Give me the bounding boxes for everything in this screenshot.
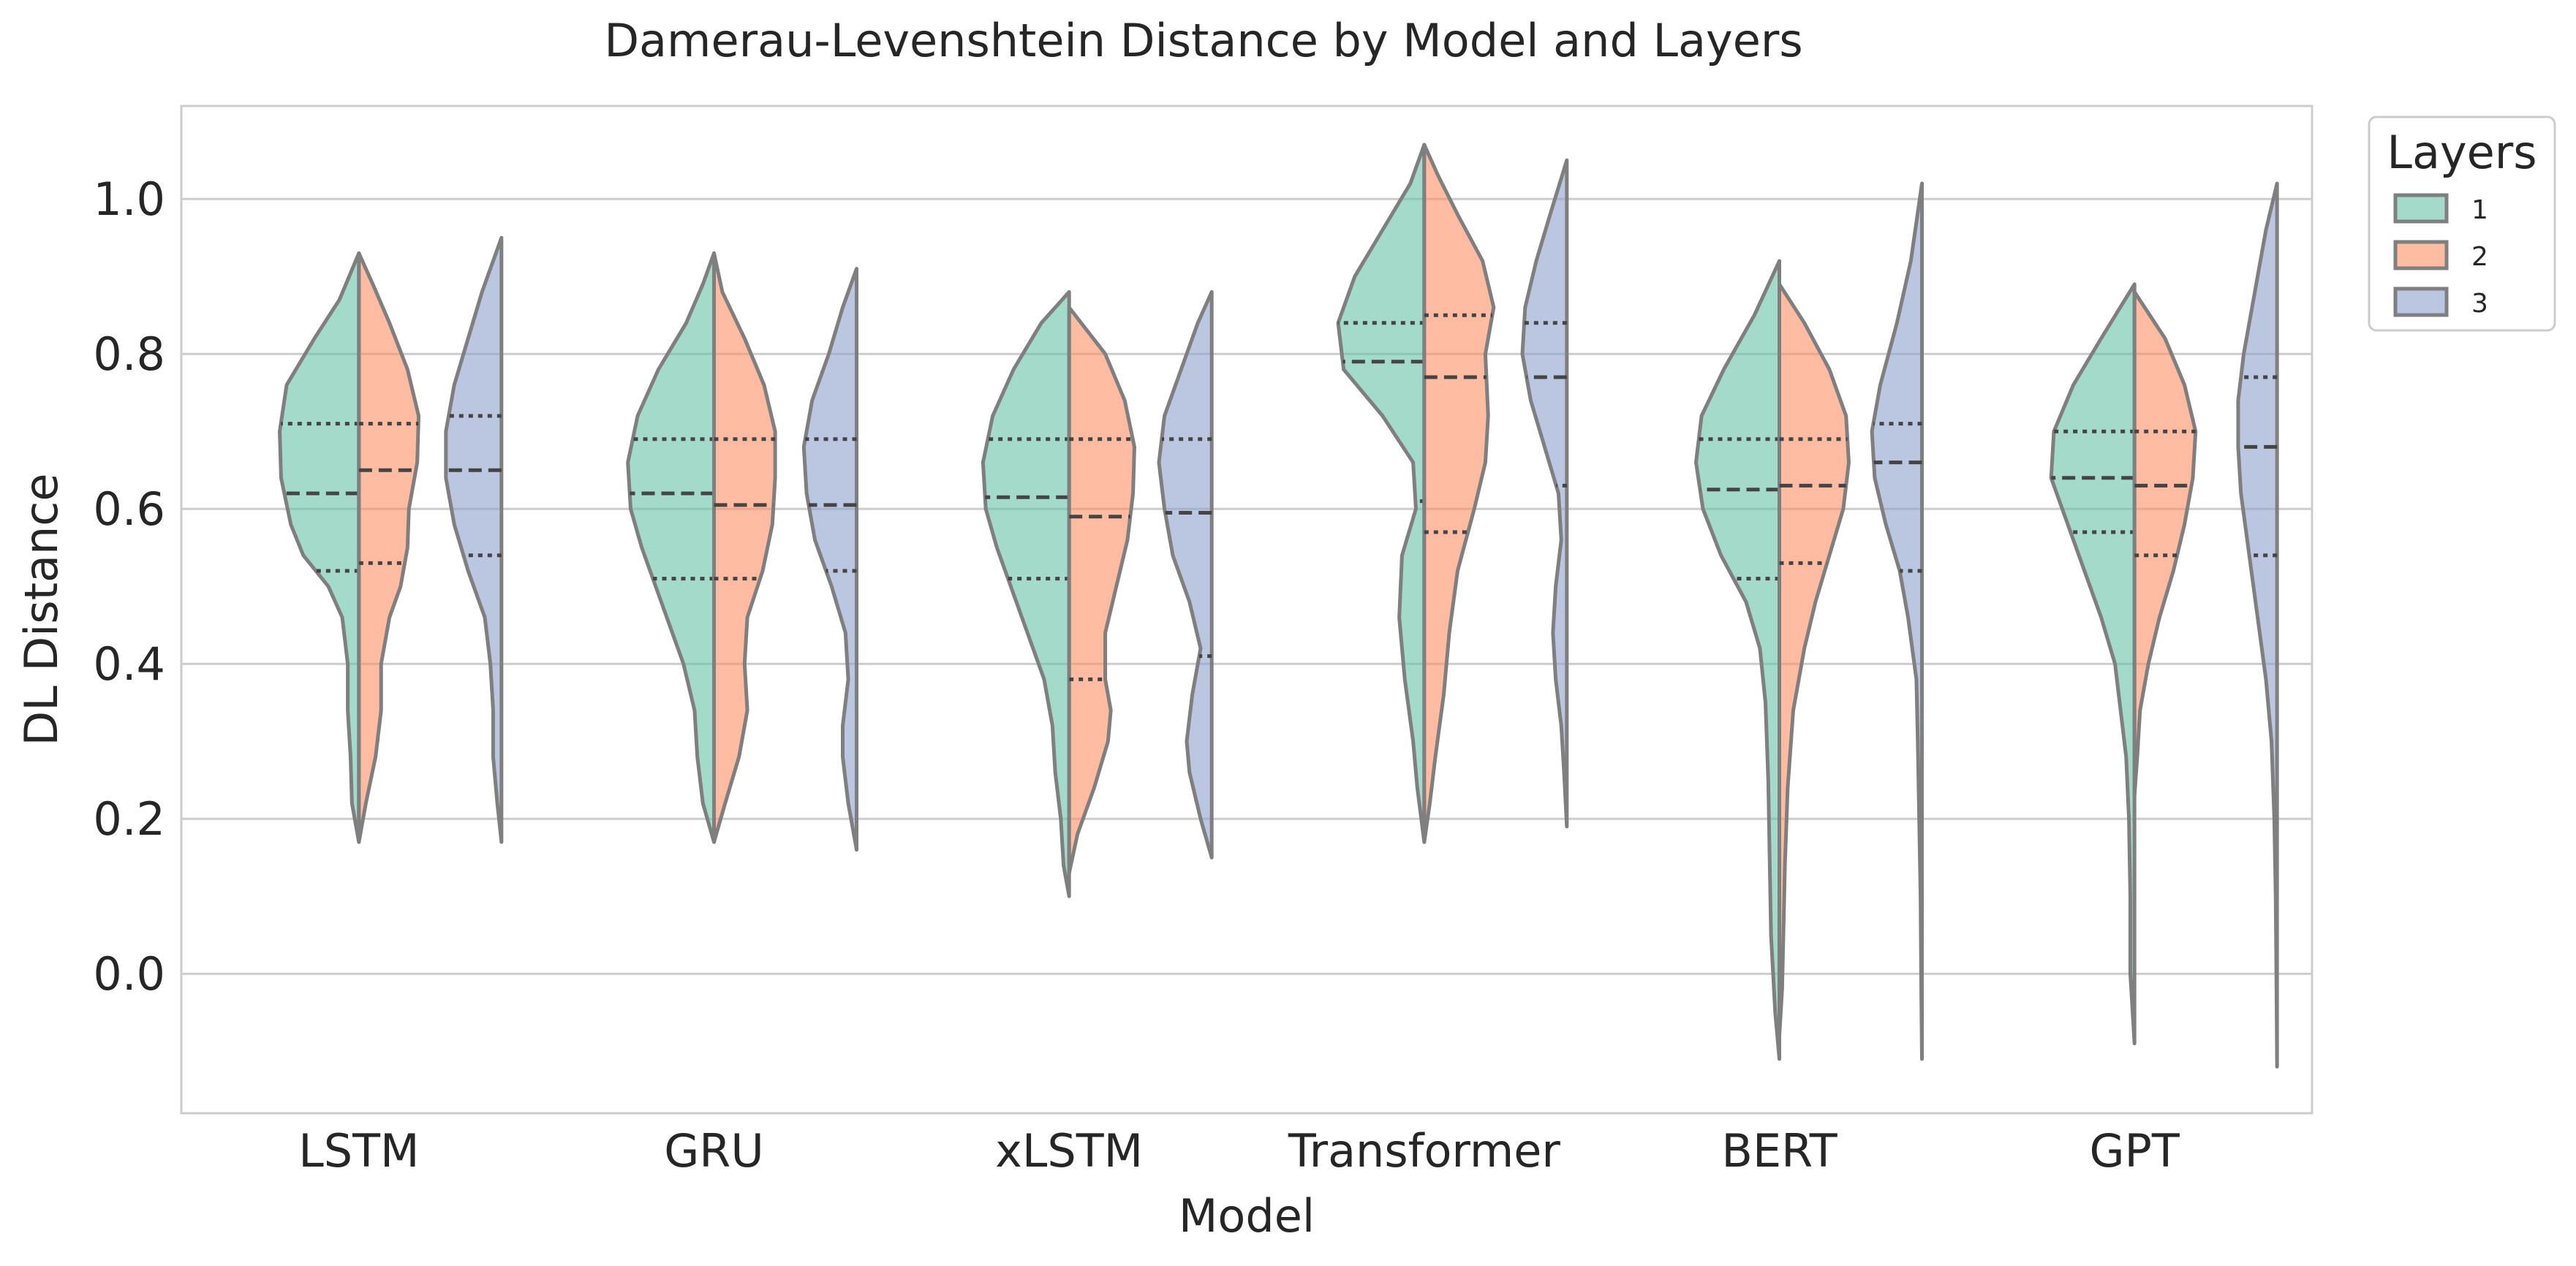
x-tick-label: GPT bbox=[2090, 1124, 2180, 1178]
violin-lstm-layer-2 bbox=[357, 251, 421, 844]
x-tick-label: LSTM bbox=[298, 1124, 419, 1178]
chart-title: Damerau-Levenshtein Distance by Model an… bbox=[604, 14, 1802, 67]
legend-title: Layers bbox=[2387, 126, 2537, 179]
violin-bert-layer-3 bbox=[1870, 181, 1924, 1061]
legend-swatch bbox=[2393, 287, 2449, 317]
violin-gru-layer-2 bbox=[712, 251, 777, 844]
plot-area bbox=[278, 143, 2279, 1069]
y-axis: 0.0 0.2 0.4 0.6 0.8 1.0 bbox=[93, 173, 165, 1001]
y-tick-label: 1.0 bbox=[93, 173, 165, 226]
violin-body bbox=[801, 267, 858, 852]
x-tick-label: GRU bbox=[664, 1124, 764, 1178]
legend-items: 1 2 3 bbox=[2393, 193, 2488, 319]
violin-bert-layer-1 bbox=[1694, 259, 1781, 1061]
violin-transformer-layer-1 bbox=[1336, 143, 1427, 844]
violin-body bbox=[2236, 181, 2279, 1069]
violin-xlstm-layer-3 bbox=[1157, 289, 1214, 860]
violin-body bbox=[626, 251, 716, 844]
violin-body bbox=[981, 289, 1071, 898]
violin-lstm-layer-3 bbox=[444, 235, 504, 844]
violin-xlstm-layer-1 bbox=[981, 289, 1071, 898]
violin-gpt-layer-2 bbox=[2132, 289, 2198, 797]
legend-box bbox=[2368, 115, 2556, 332]
y-axis-label: DL Distance bbox=[15, 473, 68, 746]
violin-transformer-layer-3 bbox=[1520, 158, 1569, 829]
violin-gpt-layer-3 bbox=[2236, 181, 2279, 1069]
violin-body bbox=[444, 235, 504, 844]
x-tick-label: Transformer bbox=[1288, 1124, 1561, 1178]
legend-label: 3 bbox=[2471, 289, 2488, 319]
violin-gru-layer-1 bbox=[626, 251, 716, 844]
x-axis-label: Model bbox=[1179, 1189, 1315, 1243]
y-tick-label: 0.4 bbox=[93, 637, 165, 691]
violin-body bbox=[1422, 143, 1496, 844]
y-tick-label: 0.8 bbox=[93, 327, 165, 381]
violin-body bbox=[1778, 282, 1851, 1038]
y-tick-label: 0.6 bbox=[93, 482, 165, 536]
violin-transformer-layer-2 bbox=[1422, 143, 1496, 844]
legend-label: 1 bbox=[2471, 195, 2488, 225]
violin-body bbox=[357, 251, 421, 844]
violin-body bbox=[1694, 259, 1781, 1061]
violin-body bbox=[2049, 282, 2137, 1046]
violin-xlstm-layer-2 bbox=[1067, 306, 1136, 875]
plot-frame bbox=[180, 105, 2314, 1115]
violin-gpt-layer-1 bbox=[2049, 282, 2137, 1046]
legend-swatch bbox=[2393, 240, 2449, 270]
y-tick-label: 0.2 bbox=[93, 792, 165, 846]
violin-lstm-layer-1 bbox=[278, 251, 361, 844]
x-axis: LSTM GRU xLSTM Transformer BERT GPT bbox=[298, 1124, 2180, 1178]
violin-body bbox=[1336, 143, 1427, 844]
violin-body bbox=[278, 251, 361, 844]
violin-body bbox=[1520, 158, 1569, 829]
violin-gru-layer-3 bbox=[801, 267, 858, 852]
y-tick-label: 0.0 bbox=[93, 947, 165, 1001]
violin-body bbox=[1067, 306, 1136, 875]
legend-label: 2 bbox=[2471, 242, 2488, 272]
legend-swatch bbox=[2393, 193, 2449, 224]
x-tick-label: BERT bbox=[1721, 1124, 1837, 1178]
violin-body bbox=[1870, 181, 1924, 1061]
violin-bert-layer-2 bbox=[1778, 282, 1851, 1038]
violin-body bbox=[712, 251, 777, 844]
violin-body bbox=[1157, 289, 1214, 860]
legend: Layers 1 2 3 bbox=[2368, 115, 2556, 332]
violin-body bbox=[2132, 289, 2198, 797]
x-tick-label: xLSTM bbox=[995, 1124, 1143, 1178]
grid-lines bbox=[181, 197, 2312, 975]
